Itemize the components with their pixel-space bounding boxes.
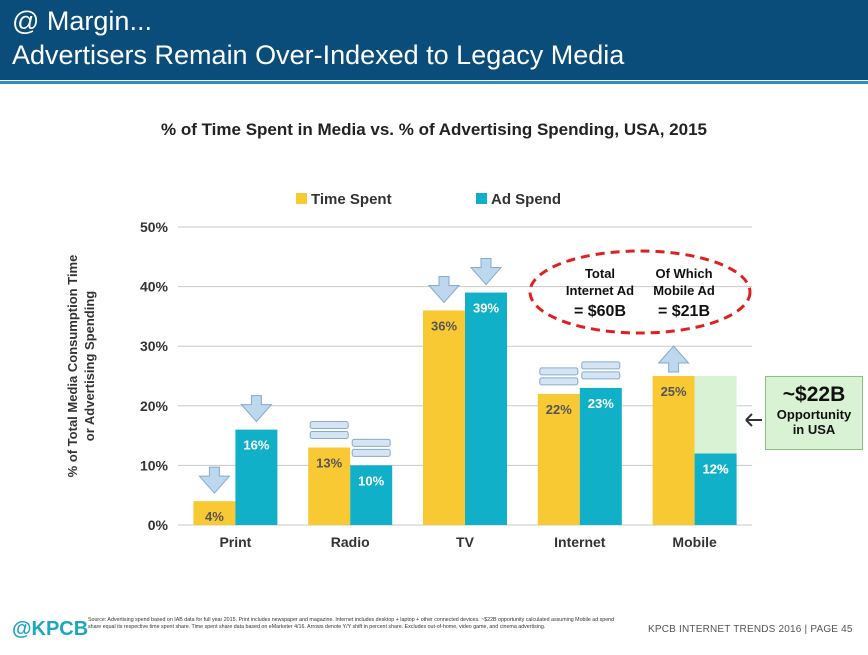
- oval-right-line2: Mobile Ad: [653, 283, 715, 298]
- data-label: 16%: [243, 438, 269, 453]
- trend-down-arrow: [240, 395, 273, 423]
- trend-flat-marker: [309, 431, 349, 440]
- kpcb-logo: @KPCB: [12, 618, 89, 640]
- data-label: 10%: [358, 473, 384, 488]
- bar-time-spent: [537, 393, 580, 525]
- callout-amount: ~$22B: [782, 383, 846, 406]
- trend-flat-marker: [581, 371, 621, 380]
- trend-down-arrow: [469, 258, 503, 286]
- y-tick-label: 20%: [140, 398, 169, 414]
- trend-flat-marker: [581, 361, 621, 370]
- oval-left-line1: Total: [585, 266, 615, 281]
- bar-ad-spend: [350, 465, 393, 525]
- oval-left-value: = $60B: [574, 303, 626, 320]
- trend-flat-marker: [309, 421, 349, 430]
- trend-flat-marker: [539, 377, 579, 386]
- y-axis-label: % of Total Media Consumption Time: [65, 255, 80, 478]
- y-axis-label: or Advertising Spending: [82, 291, 97, 442]
- legend-swatch: [476, 193, 487, 204]
- y-tick-label: 40%: [140, 279, 169, 295]
- header-line1: @ Margin...: [12, 6, 152, 36]
- footer-source-note: Source: Advertising spend based on IAB d…: [88, 617, 615, 630]
- callout-line1: Opportunity: [776, 407, 852, 422]
- oval-right-line1: Of Which: [655, 266, 712, 281]
- data-label: 22%: [546, 402, 572, 417]
- y-tick-label: 50%: [140, 219, 169, 235]
- bar-time-spent: [423, 310, 465, 525]
- callout-line2: in USA: [792, 422, 836, 437]
- data-label: 13%: [316, 456, 342, 471]
- trend-up-arrow: [657, 345, 690, 373]
- bar-ad-spend: [694, 453, 737, 525]
- header-bar: @ Margin... Advertisers Remain Over-Inde…: [0, 0, 868, 80]
- x-tick-label: Internet: [554, 534, 606, 550]
- oval-right-value: = $21B: [658, 303, 710, 320]
- header-line2: Advertisers Remain Over-Indexed to Legac…: [12, 40, 625, 70]
- bar-ad-spend: [465, 292, 507, 525]
- bar-time-spent: [652, 376, 695, 525]
- footer-page-label: KPCB INTERNET TRENDS 2016 | PAGE 45: [648, 624, 853, 635]
- legend-swatch: [296, 193, 307, 204]
- data-label: 25%: [661, 384, 687, 399]
- bar-chart: 0% 10% 20% 30% 40% 50% % of Total Media Consum…: [65, 191, 762, 550]
- x-tick-label: TV: [456, 534, 475, 550]
- y-tick-label: 0%: [148, 517, 169, 533]
- trend-down-arrow: [427, 275, 461, 304]
- data-label: 23%: [588, 396, 614, 411]
- bar-time-spent: [308, 447, 351, 525]
- data-label: 12%: [703, 461, 729, 476]
- legend-label: Time Spent: [311, 191, 392, 208]
- x-tick-label: Print: [219, 534, 251, 550]
- header-rule: [0, 81, 868, 84]
- trend-down-arrow: [198, 466, 231, 494]
- trend-flat-marker: [539, 367, 579, 376]
- x-tick-label: Radio: [331, 534, 370, 550]
- legend-label: Ad Spend: [491, 191, 561, 208]
- bar-ad-spend: [235, 429, 278, 525]
- opportunity-gap-area: [694, 376, 737, 454]
- data-label: 39%: [473, 301, 499, 316]
- trend-flat-marker: [351, 438, 391, 447]
- data-label: 4%: [205, 509, 224, 524]
- data-label: 12%: [703, 461, 729, 476]
- trend-flat-marker: [351, 448, 391, 457]
- x-tick-label: Mobile: [672, 534, 717, 550]
- dashed-oval: [528, 249, 752, 335]
- y-tick-label: 10%: [140, 457, 169, 473]
- data-label: 36%: [431, 318, 457, 333]
- chart-title: % of Time Spent in Media vs. % of Advert…: [161, 120, 707, 139]
- oval-left-line2: Internet Ad: [566, 283, 634, 298]
- opportunity-callout: ~$22B Opportunity in USA: [765, 376, 863, 450]
- bar-ad-spend: [579, 387, 622, 525]
- bar-time-spent: [193, 501, 236, 525]
- callout-pointer-arrow: [745, 413, 762, 427]
- y-tick-label: 30%: [140, 338, 169, 354]
